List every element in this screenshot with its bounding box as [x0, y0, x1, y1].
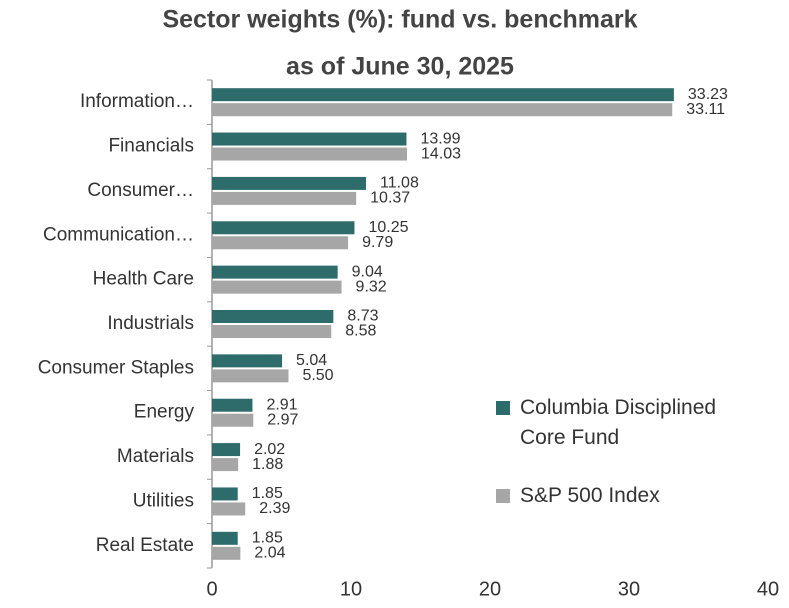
legend-item: Columbia Disciplined Core Fund — [496, 393, 776, 453]
legend-label: Columbia Disciplined Core Fund — [520, 396, 717, 449]
value-label: 5.50 — [302, 367, 333, 384]
bar — [212, 265, 338, 279]
value-label: 1.85 — [252, 485, 283, 502]
y-tick-label: Industrials — [107, 313, 194, 334]
y-tick-label: Real Estate — [96, 535, 194, 556]
value-label: 2.04 — [254, 545, 285, 562]
chart-title: Sector weights (%): fund vs. benchmark — [162, 6, 637, 34]
value-label: 13.99 — [420, 130, 460, 147]
legend: Columbia Disciplined Core Fund S&P 500 In… — [496, 393, 776, 539]
value-label: 5.04 — [296, 352, 327, 369]
value-label: 10.25 — [368, 219, 408, 236]
bar — [212, 221, 355, 235]
bar — [212, 502, 246, 516]
x-tick-label: 40 — [757, 578, 779, 600]
bar — [212, 191, 357, 205]
legend-item: S&P 500 Index — [496, 481, 776, 511]
value-label: 33.23 — [688, 86, 728, 103]
bar — [212, 546, 241, 560]
bar — [212, 310, 334, 323]
value-label: 33.11 — [686, 101, 725, 118]
bar — [212, 369, 289, 383]
bar — [212, 103, 673, 117]
bar — [212, 88, 674, 102]
y-tick-label: Health Care — [93, 269, 194, 290]
bar — [212, 531, 238, 545]
value-label: 2.02 — [254, 441, 285, 458]
bar — [212, 325, 332, 338]
y-tick-label: Communication… — [43, 224, 194, 245]
value-label: 10.37 — [370, 190, 410, 207]
y-tick-label: Energy — [134, 402, 195, 423]
x-tick-label: 10 — [340, 578, 362, 600]
value-label: 2.39 — [259, 500, 290, 517]
y-tick-label: Materials — [117, 446, 194, 467]
value-label: 11.08 — [380, 175, 419, 192]
bar — [212, 236, 349, 250]
legend-swatch — [496, 401, 510, 415]
value-label: 1.85 — [252, 530, 283, 547]
y-tick-label: Consumer Staples — [38, 357, 194, 378]
value-label: 8.58 — [345, 323, 376, 340]
bar — [212, 147, 408, 161]
legend-label: S&P 500 Index — [520, 484, 660, 507]
chart-subtitle: as of June 30, 2025 — [286, 53, 514, 81]
bar — [212, 280, 342, 294]
bar — [212, 487, 238, 501]
bar — [212, 176, 367, 190]
bar — [212, 443, 241, 457]
value-label: 2.97 — [267, 411, 298, 428]
value-label: 2.91 — [266, 396, 297, 413]
y-tick-label: Information… — [80, 91, 194, 112]
bar — [212, 413, 254, 427]
bar — [212, 398, 253, 412]
value-label: 1.88 — [252, 456, 283, 473]
y-tick-label: Utilities — [133, 490, 194, 511]
value-label: 14.03 — [421, 145, 461, 162]
bar — [212, 354, 283, 368]
value-label: 9.32 — [356, 278, 387, 295]
y-tick-label: Consumer… — [87, 180, 194, 201]
legend-swatch — [496, 489, 510, 503]
value-label: 9.79 — [362, 234, 393, 251]
x-tick-label: 30 — [618, 578, 640, 600]
x-tick-label: 20 — [479, 578, 501, 600]
x-tick-label: 0 — [206, 578, 217, 600]
value-label: 8.73 — [347, 308, 378, 325]
bar — [212, 132, 407, 146]
bar — [212, 458, 239, 472]
value-label: 9.04 — [352, 263, 383, 280]
y-tick-label: Financials — [108, 136, 194, 157]
